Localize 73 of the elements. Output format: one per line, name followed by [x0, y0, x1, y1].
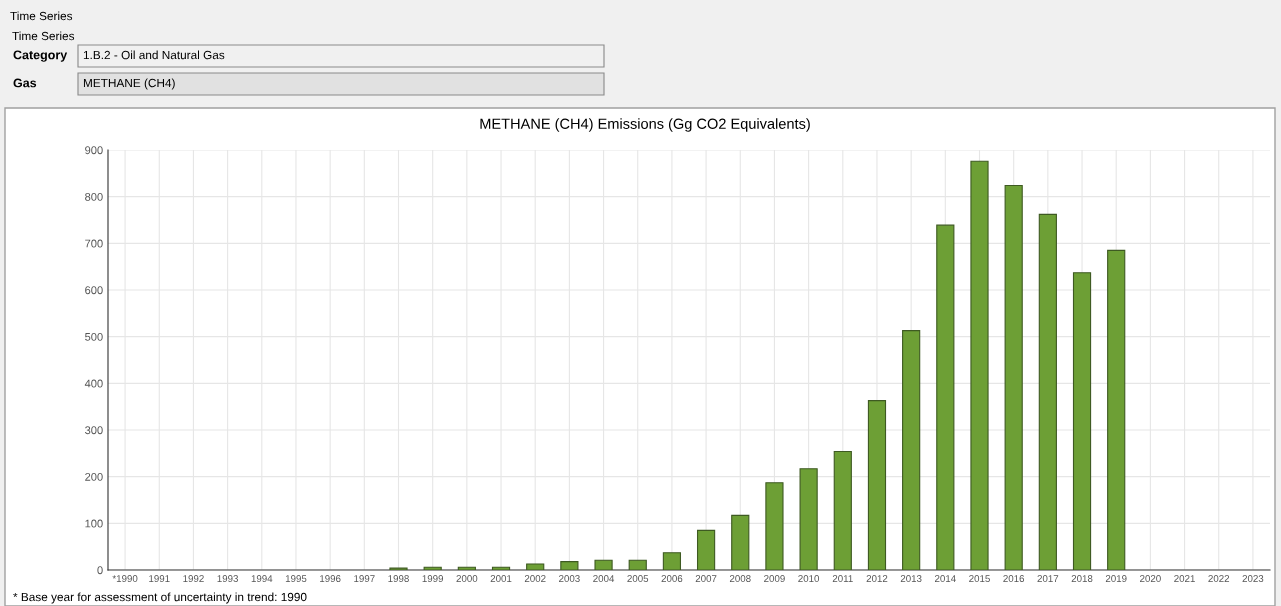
- bar: [765, 482, 784, 570]
- y-tick-label: 700: [85, 239, 103, 248]
- x-tick-label: 2002: [524, 575, 546, 582]
- x-tick-label: 2001: [490, 575, 512, 582]
- x-tick-label: 1993: [217, 575, 239, 582]
- bar: [594, 559, 613, 570]
- bar: [1004, 184, 1023, 570]
- bar: [491, 566, 511, 570]
- bar: [970, 160, 989, 570]
- y-tick-label: 400: [84, 379, 103, 388]
- x-tick-label: 2009: [764, 575, 785, 582]
- bar: [902, 330, 921, 570]
- bar: [799, 468, 818, 570]
- x-tick-label: 2006: [661, 575, 683, 582]
- y-tick-label: 200: [85, 472, 103, 481]
- bar: [1072, 272, 1092, 570]
- bar: [696, 529, 716, 570]
- y-tick-label: 300: [85, 426, 103, 435]
- text: METHANE (CH4): [83, 78, 175, 90]
- x-tick-label: 2012: [866, 575, 888, 582]
- bar: [867, 400, 887, 570]
- text: Time Series: [10, 11, 73, 21]
- x-tick-label: 2010: [798, 575, 820, 582]
- x-tick-label: 2014: [935, 575, 956, 582]
- bar: [628, 559, 647, 570]
- x-tick-label: 2004: [593, 575, 615, 582]
- y-tick-label: 0: [97, 566, 103, 575]
- bar: [526, 563, 545, 570]
- x-tick-label: 2020: [1140, 575, 1161, 582]
- text: 1.B.2 - Oil and Natural Gas: [83, 50, 225, 60]
- text: Time Series: [12, 31, 75, 41]
- bar: [560, 561, 579, 570]
- x-tick-label: 2003: [559, 575, 580, 582]
- x-tick-label: 2005: [627, 575, 649, 582]
- text: Category: [13, 50, 68, 62]
- text: Gas: [13, 78, 37, 88]
- bar: [423, 566, 442, 570]
- bar: [662, 552, 682, 570]
- x-tick-label: 1996: [320, 575, 341, 582]
- x-tick-label: 2011: [832, 575, 853, 582]
- x-tick-label: 2023: [1242, 575, 1264, 582]
- y-tick-label: 900: [85, 146, 103, 155]
- chart-title: METHANE (CH4) Emissions (Gg CO2 Equivalents): [480, 118, 810, 132]
- x-tick-label: 2019: [1105, 575, 1127, 582]
- x-tick-label: *1990: [112, 575, 138, 582]
- x-tick-label: 1991: [149, 575, 170, 582]
- x-tick-label: 2018: [1071, 575, 1093, 582]
- x-tick-label: 2021: [1174, 575, 1195, 582]
- x-tick-label: 1998: [388, 575, 409, 582]
- bar: [833, 450, 852, 570]
- x-tick-label: 2008: [729, 575, 751, 582]
- x-tick-label: 1995: [285, 575, 307, 582]
- y-tick-label: 600: [85, 286, 103, 295]
- x-tick-label: 2016: [1003, 575, 1025, 582]
- x-tick-label: 2007: [695, 575, 717, 582]
- bar: [457, 566, 476, 570]
- x-tick-label: 2013: [900, 575, 922, 582]
- y-tick-label: 100: [85, 519, 103, 528]
- x-tick-label: 2022: [1208, 575, 1230, 582]
- y-tick-label: 800: [85, 192, 103, 201]
- y-tick-label: 500: [85, 332, 103, 341]
- x-tick-label: 1999: [422, 575, 444, 582]
- x-tick-label: 2000: [456, 575, 478, 582]
- x-tick-label: 2017: [1037, 575, 1059, 582]
- text: * Base year for assessment of uncertainty in trend: 1990: [13, 592, 307, 604]
- x-tick-label: 2015: [969, 575, 990, 582]
- bar: [936, 224, 955, 570]
- bar: [731, 514, 750, 570]
- x-tick-label: 1992: [183, 575, 204, 582]
- x-tick-label: 1997: [354, 575, 375, 582]
- bar: [1038, 213, 1057, 570]
- x-tick-label: 1994: [251, 575, 273, 582]
- bar: [1107, 249, 1126, 570]
